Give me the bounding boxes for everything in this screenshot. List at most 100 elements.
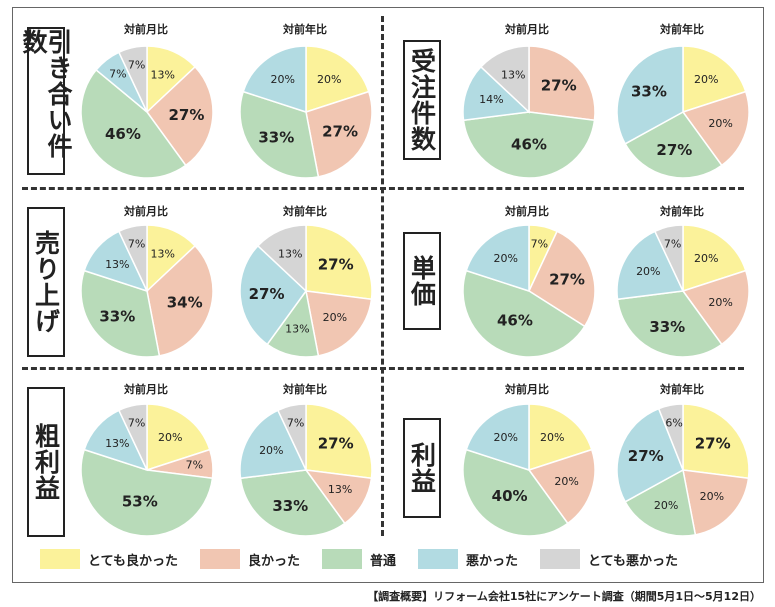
pie-title: 対前年比 <box>283 23 327 36</box>
pie-slice <box>624 468 697 537</box>
legend-swatch <box>418 549 458 569</box>
panel-label-box: 粗利益 <box>27 387 65 537</box>
pie-slice <box>479 45 530 114</box>
footnote: 【調査概要】リフォーム会社15社にアンケート調査（期間5月1日〜5月12日） <box>367 590 761 603</box>
pie-value-label: 27% <box>695 434 731 452</box>
pie-value-label: 13% <box>105 437 129 450</box>
pie-value-label: 20% <box>270 73 294 86</box>
pie-slice <box>239 90 320 179</box>
pie-title: 対前年比 <box>283 205 327 218</box>
pie-chart: 13% 27% 46% 7%7% <box>80 45 214 179</box>
chart-frame <box>12 7 764 583</box>
pie-slice <box>146 403 211 472</box>
pie-slice <box>305 224 373 301</box>
pie-slice <box>256 224 307 293</box>
pie-value-label: 46% <box>497 311 533 329</box>
pie-slice <box>305 90 373 178</box>
pie-value-label: 20% <box>158 431 182 444</box>
panel-label: 引き合い件数 <box>19 29 73 159</box>
legend-swatch <box>199 549 240 569</box>
pie-value-label: 33% <box>649 318 685 336</box>
pie-value-label: 20% <box>708 296 732 309</box>
pie-slice <box>681 90 750 167</box>
panel-label: 利益 <box>407 442 437 494</box>
pie-value-label: 20% <box>636 265 660 278</box>
pie-slice <box>462 448 569 537</box>
pie-value-label: 7% <box>664 238 681 251</box>
pie-slice <box>462 111 596 179</box>
pie-slice <box>146 65 214 167</box>
legend-item: とても良かった <box>40 549 178 569</box>
pie-value-label: 7% <box>128 417 145 430</box>
pie-value-label: 14% <box>479 93 503 106</box>
pie-value-label: 20% <box>540 431 564 444</box>
pie-value-label: 7% <box>109 67 126 80</box>
pie-value-label: 7% <box>287 417 304 430</box>
pie-chart: 27% 13% 33% 20% 7% <box>239 403 373 537</box>
pie-chart: 20% 20% 33% 20% 7% <box>616 224 750 358</box>
pie-value-label: 13% <box>105 258 129 271</box>
panel-label-box: 受注件数 <box>403 40 441 160</box>
pie-slice <box>117 403 148 471</box>
pie-slice <box>305 45 370 114</box>
panel-label: 粗利益 <box>31 423 61 501</box>
pie-value-label: 33% <box>631 82 667 100</box>
pie-title: 対前年比 <box>283 383 327 396</box>
pie-chart: 20% 20% 27% 33% <box>616 45 750 179</box>
legend-label: とても悪かった <box>588 553 678 569</box>
pie-slice <box>653 224 684 292</box>
pie-value-label: 13% <box>285 323 309 336</box>
pie-value-label: 20% <box>259 444 283 457</box>
legend-swatch <box>321 549 362 569</box>
pie-slice <box>117 45 148 113</box>
pie-value-label: 13% <box>501 69 525 82</box>
pie-slice <box>616 407 684 503</box>
pie-slice <box>616 45 684 145</box>
pie-slice <box>462 269 586 358</box>
pie-value-label: 20% <box>323 311 347 324</box>
pie-value-label: 27% <box>322 123 358 141</box>
pie-slice <box>146 244 214 357</box>
pie-slice <box>239 469 346 537</box>
pie-value-label: 33% <box>272 497 308 515</box>
pie-slice <box>528 45 596 122</box>
panel-label-box: 売り上げ <box>27 207 65 357</box>
pie-value-label: 46% <box>511 136 547 154</box>
pie-value-label: 27% <box>318 434 354 452</box>
legend-label: 良かった <box>247 553 300 569</box>
pie-slice <box>239 409 308 480</box>
pie-slice <box>527 448 596 525</box>
pie-title: 対前年比 <box>660 23 704 36</box>
pie-value-label: 46% <box>105 125 141 143</box>
pie-value-label: 27% <box>249 285 285 303</box>
pie-value-label: 34% <box>167 294 203 312</box>
panel-label: 単価 <box>407 255 437 307</box>
pie-slice <box>528 403 593 472</box>
pie-value-label: 53% <box>122 493 158 511</box>
legend-swatch <box>540 549 581 569</box>
pie-value-label: 20% <box>493 252 517 265</box>
pie-slice <box>276 403 307 471</box>
pie-slice <box>616 230 685 301</box>
panel-label-box: 単価 <box>403 232 441 330</box>
pie-chart: 27% 20% 13% 27% 13% <box>239 224 373 358</box>
pie-value-label: 40% <box>492 487 528 505</box>
pie-title: 対前月比 <box>505 23 549 36</box>
pie-value-label: 27% <box>541 76 577 94</box>
pie-value-label: 13% <box>151 69 175 82</box>
pie-slice <box>682 45 747 114</box>
panel-label: 受注件数 <box>407 48 437 152</box>
column-divider <box>381 16 384 536</box>
pie-chart: 13% 34% 33% 13% 7% <box>80 224 214 358</box>
pie-value-label: 27% <box>549 270 585 288</box>
pie-value-label: 20% <box>700 490 724 503</box>
pie-title: 対前年比 <box>660 383 704 396</box>
pie-chart: 20% 27% 33% 20% <box>239 45 373 179</box>
pie-slice <box>465 224 530 293</box>
pie-value-label: 33% <box>99 308 135 326</box>
panel-label: 売り上げ <box>31 230 61 334</box>
pie-slice <box>682 224 747 293</box>
legend-item: 悪かった <box>418 549 518 569</box>
pie-title: 対前月比 <box>124 205 168 218</box>
pie-title: 対前月比 <box>505 205 549 218</box>
